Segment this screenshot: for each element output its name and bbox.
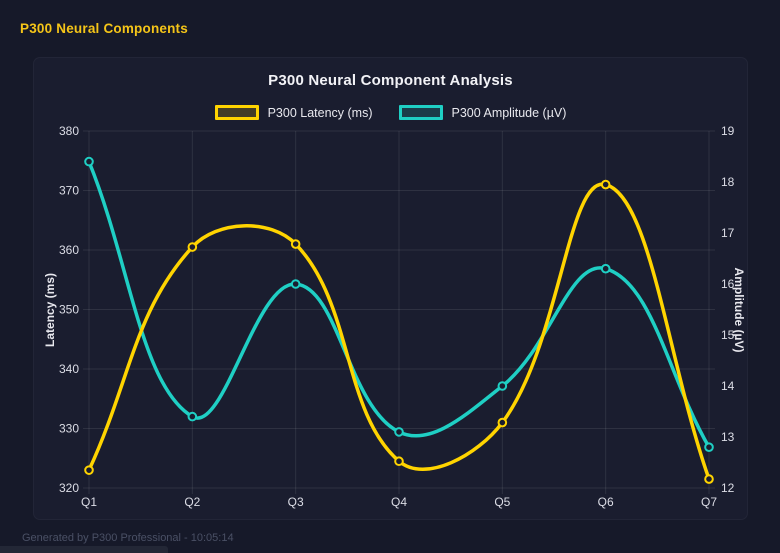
latency-data-point xyxy=(290,239,301,249)
latency-legend-swatch-icon xyxy=(214,105,259,120)
x-tick-label: Q4 xyxy=(391,495,407,509)
right-axis-tick-label: 16 xyxy=(721,277,735,291)
legend-item-amplitude[interactable]: P300 Amplitude (µV) xyxy=(398,105,567,120)
left-axis-tick-label: 350 xyxy=(59,303,79,317)
legend-label-amplitude: P300 Amplitude (µV) xyxy=(451,105,567,120)
left-axis-tick-label: 330 xyxy=(59,422,79,436)
right-axis-tick-label: 12 xyxy=(721,481,735,495)
amplitude-data-point xyxy=(290,279,301,289)
amplitude-legend-swatch-icon xyxy=(398,105,443,120)
right-axis-tick-label: 13 xyxy=(721,430,735,444)
generated-footer: Generated by P300 Professional - 10:05:1… xyxy=(22,532,234,544)
chart-panel: P300 Neural Component Analysis P300 Late… xyxy=(33,57,748,520)
legend-item-latency[interactable]: P300 Latency (ms) xyxy=(214,105,373,120)
x-tick-label: Q2 xyxy=(184,495,200,509)
page-title: P300 Neural Components xyxy=(20,21,188,36)
latency-data-point xyxy=(497,417,508,428)
right-axis-tick-label: 15 xyxy=(721,328,735,342)
chart-legend: P300 Latency (ms) P300 Amplitude (µV) xyxy=(34,105,747,120)
chart-plot-area: 320 330 340 350 360 370 380 12 13 14 15 16 17 18 19 Q1 Q… xyxy=(59,124,735,509)
latency-data-point xyxy=(187,242,198,252)
left-axis-tick-label: 380 xyxy=(59,124,79,138)
latency-data-point xyxy=(600,179,611,190)
amplitude-data-point xyxy=(187,411,198,422)
latency-data-point xyxy=(704,474,714,484)
latency-data-point xyxy=(84,465,94,475)
right-axis-tick-label: 19 xyxy=(721,124,735,138)
amplitude-data-point xyxy=(394,427,404,437)
right-axis-title: Amplitude (µV) xyxy=(732,267,746,353)
amplitude-data-point xyxy=(600,263,611,274)
browser-status-strip xyxy=(0,546,168,553)
x-tick-label: Q6 xyxy=(598,495,614,509)
right-axis-tick-label: 18 xyxy=(721,175,735,189)
chart-title: P300 Neural Component Analysis xyxy=(268,72,513,89)
left-axis-tick-label: 320 xyxy=(59,481,79,495)
legend-label-latency: P300 Latency (ms) xyxy=(267,105,373,120)
left-axis-tick-label: 360 xyxy=(59,243,79,257)
x-tick-label: Q1 xyxy=(81,495,97,509)
x-tick-label: Q3 xyxy=(288,495,304,509)
left-axis-title: Latency (ms) xyxy=(43,272,57,348)
left-axis-tick-label: 370 xyxy=(59,184,79,198)
x-tick-label: Q7 xyxy=(701,495,717,509)
latency-data-point xyxy=(394,456,404,467)
right-axis-tick-label: 14 xyxy=(721,379,735,393)
right-axis-tick-label: 17 xyxy=(721,226,735,240)
left-axis-tick-label: 340 xyxy=(59,362,79,376)
x-tick-label: Q5 xyxy=(494,495,510,509)
amplitude-data-point xyxy=(84,156,94,167)
amplitude-data-point xyxy=(704,442,714,453)
amplitude-data-point xyxy=(497,381,508,391)
